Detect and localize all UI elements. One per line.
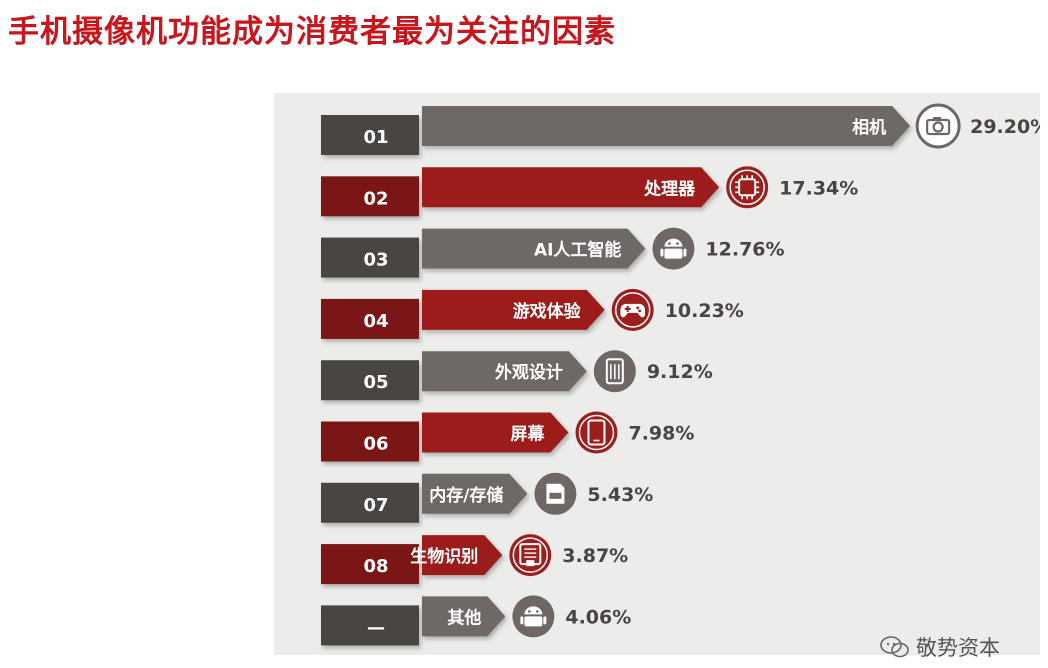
bar: [422, 289, 605, 330]
watermark-text: 敬势资本: [916, 636, 1000, 660]
value-label: 4.06%: [565, 606, 631, 628]
rank-label: 08: [363, 556, 388, 577]
chart-panel: 01 相机 29.20% 02 处理器 17.34% 03 AI人工智能 12.76% 04 游戏体…: [274, 93, 1040, 655]
bar: [422, 412, 569, 453]
bar: [422, 473, 528, 514]
bar-row: 01 相机 29.20%: [321, 103, 1040, 155]
rank-label: 04: [363, 311, 388, 332]
rank-block: [321, 237, 419, 278]
bar-row: 02 处理器 17.34%: [321, 166, 858, 217]
value-label: 10.23%: [665, 300, 744, 322]
smartphone-screen-icon: [575, 411, 618, 454]
rank-block: [321, 605, 419, 646]
category-label: 外观设计: [495, 362, 563, 383]
value-label: 3.87%: [562, 545, 628, 567]
rank-block: [321, 482, 419, 523]
camera-icon: [915, 103, 961, 149]
bar: [422, 596, 506, 637]
value-label: 17.34%: [779, 177, 858, 199]
category-label: 相机: [852, 117, 886, 138]
category-label: 生物识别: [410, 546, 478, 567]
rank-label: —: [367, 617, 385, 638]
fingerprint-scanner-icon: [509, 534, 552, 577]
value-label: 12.76%: [705, 239, 784, 261]
rank-block: [321, 421, 419, 462]
bar-row: 03 AI人工智能 12.76%: [321, 227, 785, 278]
rank-block: [321, 176, 419, 217]
rank-label: 01: [363, 127, 388, 148]
rank-label: 06: [363, 434, 388, 455]
rank-block: [321, 298, 419, 339]
category-label: 屏幕: [510, 424, 545, 445]
rank-block: [321, 544, 419, 585]
bar: [422, 351, 587, 392]
bar-row: 04 游戏体验 10.23%: [321, 288, 744, 339]
category-label: 处理器: [643, 178, 696, 199]
bar-row: 05 外观设计 9.12%: [321, 350, 713, 401]
bar-row: 06 屏幕 7.98%: [321, 411, 694, 462]
horizontal-bar-chart: 01 相机 29.20% 02 处理器 17.34% 03 AI人工智能 12.76% 04 游戏体…: [321, 103, 1040, 646]
bar: [422, 106, 911, 146]
processor-chip-icon: [726, 166, 769, 209]
phone-design-icon: [593, 350, 636, 393]
sd-card-icon: [534, 472, 577, 515]
other-robot-icon: [512, 595, 555, 638]
android-robot-icon: [652, 227, 695, 270]
bar: [422, 228, 646, 269]
category-label: 内存/存储: [429, 485, 503, 506]
bar-row: — 其他 4.06%: [321, 595, 631, 646]
wechat-logo-icon: [880, 636, 909, 658]
rank-label: 07: [363, 495, 388, 516]
bar-row: 07 内存/存储 5.43%: [321, 472, 653, 523]
page-title: 手机摄像机功能成为消费者最为关注的因素: [8, 14, 616, 50]
rank-block: [321, 115, 419, 155]
value-label: 29.20%: [970, 116, 1040, 138]
rank-block: [321, 360, 419, 401]
category-label: 游戏体验: [513, 301, 582, 322]
rank-label: 02: [363, 188, 388, 209]
bar: [422, 167, 720, 208]
category-label: 其他: [447, 607, 481, 628]
value-label: 9.12%: [647, 361, 713, 383]
category-label: AI人工智能: [534, 240, 621, 261]
value-label: 7.98%: [628, 423, 694, 445]
bar: [422, 535, 503, 576]
value-label: 5.43%: [587, 484, 653, 506]
bar-row: 08 生物识别 3.87%: [321, 534, 628, 585]
gamepad-icon: [611, 288, 654, 331]
rank-label: 03: [363, 250, 388, 271]
watermark: 敬势资本: [880, 632, 1000, 662]
rank-label: 05: [363, 372, 388, 393]
